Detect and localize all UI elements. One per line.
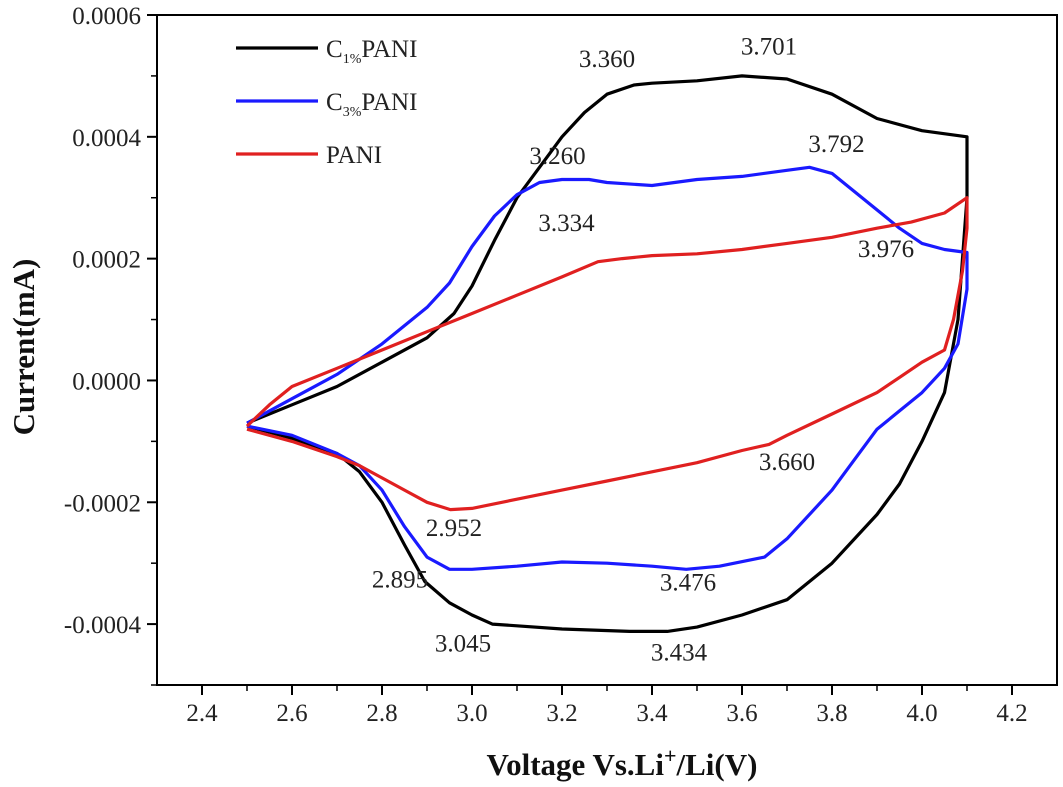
plot-frame — [156, 14, 1058, 686]
series-line-2 — [245, 196, 969, 512]
peak-label: 3.976 — [858, 236, 914, 263]
y-tick-label: 0.0006 — [72, 3, 141, 30]
y-tick-label: -0.0004 — [64, 612, 142, 639]
legend: C1%PANI C3%PANI PANI — [236, 36, 417, 169]
x-tick-label: 2.4 — [186, 700, 218, 727]
x-tick-label: 4.0 — [906, 700, 937, 727]
axis-ticks: 2.4 2.6 2.8 3.0 3.2 3.4 3.6 3.8 4.0 4.2 0.0006 0.00… — [64, 3, 1028, 727]
peak-label: 3.045 — [435, 631, 491, 658]
peak-label: 2.952 — [426, 515, 482, 542]
peak-label: 3.434 — [651, 640, 708, 667]
x-tick-label: 3.6 — [726, 700, 757, 727]
peak-label: 3.701 — [741, 34, 797, 61]
peak-label: 3.660 — [759, 449, 815, 476]
legend-label-1: C3%PANI — [326, 89, 417, 120]
peak-label: 3.334 — [538, 210, 595, 237]
x-tick-label: 4.2 — [996, 700, 1027, 727]
x-tick-label: 2.8 — [366, 700, 397, 727]
peak-label: 2.895 — [372, 567, 428, 594]
x-tick-label: 3.8 — [816, 700, 847, 727]
series-layer — [245, 74, 969, 633]
peak-label: 3.792 — [808, 131, 864, 158]
x-tick-label: 2.6 — [276, 700, 307, 727]
peak-label: 3.360 — [579, 46, 635, 73]
y-tick-label: -0.0002 — [64, 490, 141, 517]
peak-annotations: 3.360 3.701 3.260 3.792 3.334 3.976 3.660 2.952… — [372, 34, 914, 667]
x-tick-label: 3.4 — [636, 700, 668, 727]
legend-label-0: C1%PANI — [326, 36, 417, 67]
peak-label: 3.476 — [660, 570, 716, 597]
y-axis-title: Current(mA) — [6, 259, 41, 436]
y-tick-label: 0.0002 — [72, 247, 141, 274]
legend-label-2: PANI — [326, 142, 382, 169]
y-tick-label: 0.0004 — [72, 125, 141, 152]
x-tick-label: 3.2 — [546, 700, 577, 727]
x-tick-label: 3.0 — [456, 700, 487, 727]
series-line-1 — [246, 165, 969, 571]
y-tick-label: 0.0000 — [72, 368, 141, 395]
peak-label: 3.260 — [529, 143, 585, 170]
x-axis-title: Voltage Vs.Li+/Li(V) — [487, 743, 758, 782]
